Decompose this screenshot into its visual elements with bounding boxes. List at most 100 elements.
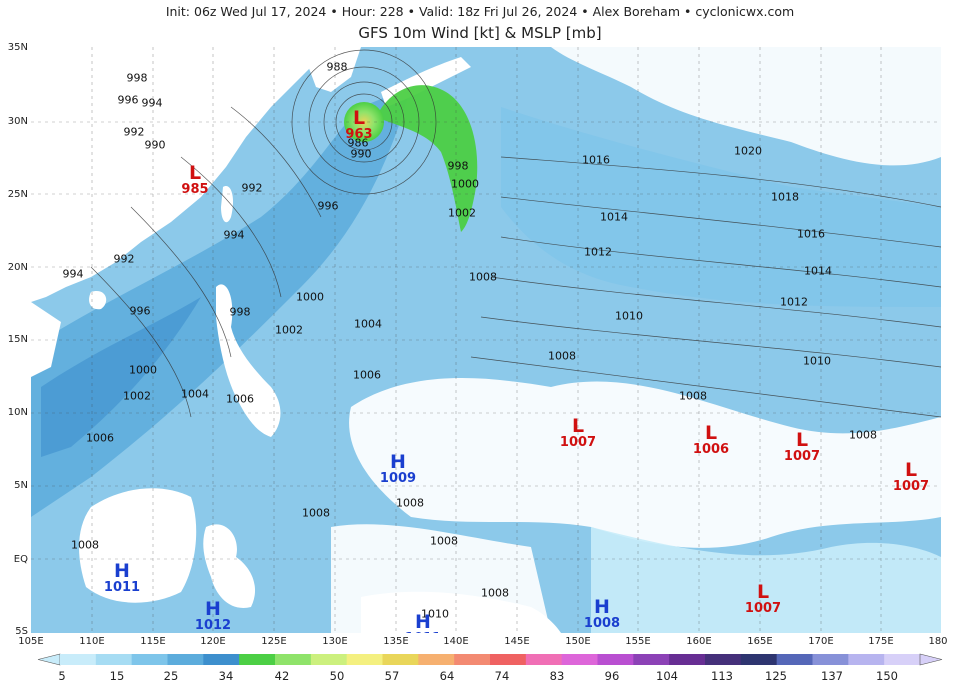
- isobar-label: 1012: [584, 245, 612, 259]
- taiwan: [221, 186, 234, 223]
- indochina: [31, 302, 61, 377]
- lat-label: 10N: [7, 407, 28, 418]
- isobar-label: 1004: [354, 317, 382, 331]
- high-pressure-marker: H 1011: [405, 613, 441, 634]
- lon-label: 130E: [322, 636, 348, 647]
- low-letter: L: [188, 162, 202, 184]
- isobar-label: 1014: [600, 210, 628, 224]
- colorbar-label: 42: [274, 669, 290, 683]
- lon-label: 170E: [808, 636, 834, 647]
- colorbar-segment: [597, 654, 634, 665]
- isobar-label: 1006: [226, 392, 254, 406]
- isobar-label: 1010: [421, 607, 449, 621]
- graticule: [31, 47, 941, 633]
- isobar-label: 1008: [396, 496, 424, 510]
- lon-label: 120E: [200, 636, 226, 647]
- colorbar-segment: [382, 654, 419, 665]
- lon-label: 155E: [625, 636, 651, 647]
- high-pressure-marker: H 1012: [195, 600, 231, 633]
- isobar-label: 1000: [451, 177, 479, 191]
- isobar-label: 1014: [804, 264, 832, 278]
- high-letter: H: [390, 451, 406, 473]
- asia-mainland: [31, 47, 331, 302]
- lon-label: 165E: [747, 636, 773, 647]
- borneo: [79, 488, 197, 603]
- colorbar-segment: [60, 654, 97, 665]
- pressure-value: 1007: [744, 601, 782, 616]
- colorbar-label: 74: [494, 669, 510, 683]
- isobar-label: 996: [129, 304, 151, 318]
- colorbar-label: 50: [329, 669, 345, 683]
- isobar-label: 1006: [86, 431, 114, 445]
- colorbar-segment: [705, 654, 742, 665]
- high-pressure-marker: H 1011: [104, 560, 140, 595]
- colorbar-segment: [346, 654, 383, 665]
- high-letter: H: [594, 596, 610, 618]
- isobar-label: 994: [223, 228, 245, 242]
- lat-label: 15N: [7, 334, 28, 345]
- low-pressure-marker: L 1007: [784, 431, 820, 464]
- colorbar-segment: [239, 654, 276, 665]
- isobar-label: 992: [113, 252, 135, 266]
- isobar-label: 986: [347, 136, 369, 150]
- chart-title: GFS 10m Wind [kt] & MSLP [mb]: [358, 24, 602, 42]
- isobar-label: 1008: [849, 428, 877, 442]
- colorbar-label: 15: [109, 669, 125, 683]
- lat-label: 5N: [14, 480, 28, 491]
- high-pressure-marker: H 1008: [583, 596, 621, 631]
- low-pressure-marker: L 985: [181, 162, 208, 197]
- header-info-line: Init: 06z Wed Jul 17, 2024 • Hour: 228 •…: [165, 4, 795, 19]
- pressure-value: 1009: [379, 471, 417, 486]
- isobar-label: 1016: [797, 227, 825, 241]
- lon-label: 175E: [868, 636, 894, 647]
- calm-area-central: [349, 378, 941, 548]
- pressure-value: 1006: [692, 442, 730, 457]
- colorbar-segment: [490, 654, 527, 665]
- high-pressure-marker: H 1009: [379, 451, 417, 486]
- lon-label: 140E: [443, 636, 469, 647]
- lon-label: 145E: [504, 636, 530, 647]
- isobar-label: 1008: [679, 389, 707, 403]
- isobar-label: 1018: [771, 190, 799, 204]
- isobar-label: 998: [126, 71, 148, 85]
- lon-label: 150E: [565, 636, 591, 647]
- isobar-label: 1000: [296, 290, 324, 304]
- wind-speed-colorbar: [37, 653, 943, 666]
- colorbar-segment: [131, 654, 168, 665]
- pressure-value: 1007: [559, 435, 597, 450]
- lon-label: 180: [928, 636, 948, 647]
- low-pressure-marker: L 963: [345, 107, 372, 142]
- lat-label: 25N: [7, 189, 28, 200]
- low-letter: L: [352, 107, 366, 129]
- colorbar-segment: [418, 654, 455, 665]
- east-flow: [501, 107, 941, 307]
- isobar-label: 1004: [181, 387, 209, 401]
- philippines: [216, 284, 281, 437]
- isobar-label: 996: [117, 93, 139, 107]
- lat-label: 35N: [7, 42, 28, 53]
- isobar-label: 1000: [129, 363, 157, 377]
- isobar-label: 1008: [481, 586, 509, 600]
- colorbar-segment: [561, 654, 598, 665]
- low-letter: L: [756, 581, 770, 603]
- isobar-label: 992: [241, 181, 263, 195]
- colorbar-segment: [525, 654, 563, 665]
- hainan: [89, 290, 107, 310]
- new-guinea: [361, 591, 561, 633]
- isobar-label: 996: [317, 199, 339, 213]
- isobar-label: 998: [229, 305, 251, 319]
- lat-label: 30N: [7, 116, 28, 127]
- isobar-label: 1008: [71, 538, 99, 552]
- isobar-label: 1006: [353, 368, 381, 382]
- isobar-label: 1010: [803, 354, 831, 368]
- lon-label: 160E: [686, 636, 712, 647]
- colorbar-min-arrow: [37, 653, 61, 666]
- pressure-value: 1008: [583, 616, 621, 631]
- colorbar-label: 96: [604, 669, 620, 683]
- lat-label: 5S: [15, 626, 28, 637]
- lon-label: 110E: [79, 636, 105, 647]
- colorbar-segment: [884, 654, 921, 665]
- colorbar-segment: [740, 654, 778, 665]
- high-letter: H: [114, 560, 130, 582]
- isobar-label: 990: [144, 138, 166, 152]
